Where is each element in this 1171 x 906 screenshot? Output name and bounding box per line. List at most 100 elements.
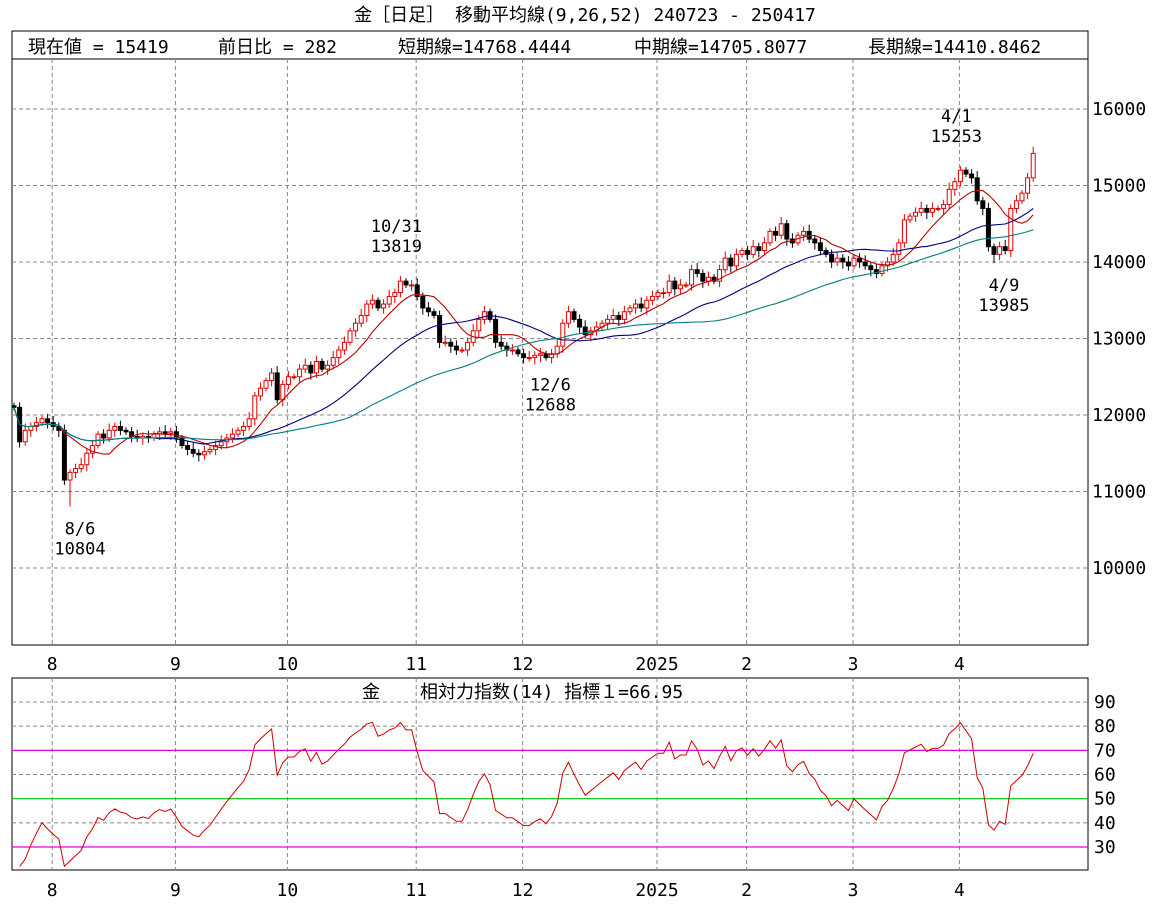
candle-up	[280, 383, 286, 401]
candle-down	[728, 257, 734, 267]
candle-up	[946, 188, 952, 206]
candle-up	[644, 299, 650, 309]
candle-up	[885, 261, 891, 267]
candle-up	[532, 354, 538, 359]
candle-up	[896, 242, 902, 255]
rsi-y-tick-label: 30	[1094, 837, 1116, 858]
candle-up	[739, 250, 745, 255]
candle-up	[257, 387, 263, 397]
candle-down	[845, 261, 851, 267]
candle-up	[761, 242, 767, 252]
candle-down	[571, 311, 577, 320]
candle-down	[963, 169, 969, 175]
candle-up	[952, 181, 958, 190]
candle-up	[106, 429, 112, 439]
candle-down	[437, 315, 443, 343]
rsi-y-tick-label: 80	[1094, 716, 1116, 737]
candle-up	[907, 215, 913, 221]
y-tick-label: 12000	[1092, 405, 1146, 426]
candle-down	[1002, 246, 1008, 252]
candle-down	[498, 341, 504, 347]
rsi-x-month-label: 4	[954, 880, 965, 901]
candle-up	[246, 418, 252, 427]
candle-down	[521, 353, 527, 359]
annotation-value: 13985	[978, 296, 1029, 316]
candle-down	[969, 173, 975, 179]
rsi-label: 相対力指数(14) 指標１=66.95	[420, 682, 683, 703]
candle-up	[705, 276, 711, 282]
candle-down	[543, 353, 549, 359]
candle-down	[403, 280, 409, 286]
candle-up	[610, 315, 616, 320]
candle-up	[1019, 192, 1025, 202]
candle-up	[207, 448, 213, 453]
candle-down	[196, 452, 202, 456]
annotation-value: 13819	[371, 237, 422, 257]
candle-down	[11, 405, 17, 408]
x-month-label: 2	[741, 654, 752, 675]
x-month-label: 10	[277, 654, 299, 675]
candle-up	[677, 284, 683, 290]
candle-up	[263, 380, 269, 389]
candle-down	[493, 318, 499, 343]
candle-up	[229, 433, 235, 439]
candle-up	[89, 445, 95, 454]
candle-up	[358, 315, 364, 324]
candle-up	[168, 431, 174, 434]
candle-down	[924, 207, 930, 213]
candle-up	[560, 322, 566, 347]
rsi-panel-frame	[11, 677, 1089, 871]
candle-down	[840, 257, 846, 263]
candle-up	[481, 311, 487, 320]
rsi-x-month-label: 10	[277, 880, 299, 901]
candle-up	[879, 265, 885, 274]
rsi-symbol: 金	[362, 682, 380, 703]
candle-up	[313, 360, 319, 374]
rsi-x-month-label: 2	[741, 880, 752, 901]
candle-up	[901, 219, 907, 244]
candle-down	[61, 429, 67, 481]
candle-up	[918, 207, 924, 213]
x-month-label: 3	[848, 654, 859, 675]
candle-up	[733, 253, 739, 267]
candle-down	[420, 295, 426, 309]
candle-up	[297, 368, 303, 378]
candle-up	[336, 349, 342, 359]
candle-up	[935, 207, 941, 210]
annotation-value: 12688	[525, 395, 576, 415]
mid-ma-value: 中期線=14705.8077	[634, 37, 807, 58]
candle-up	[621, 311, 627, 320]
candle-up	[476, 318, 482, 332]
rsi-y-tick-label: 90	[1094, 692, 1116, 713]
y-tick-label: 11000	[1092, 482, 1146, 503]
candle-up	[537, 353, 543, 356]
candle-down	[812, 238, 818, 244]
candle-up	[218, 441, 224, 447]
candle-up	[22, 429, 28, 443]
candle-up	[997, 246, 1003, 255]
candle-down	[577, 318, 583, 328]
candle-down	[974, 177, 980, 202]
candle-down	[829, 253, 835, 263]
candle-up	[929, 207, 935, 213]
candle-down	[117, 425, 123, 431]
candle-down	[700, 272, 706, 282]
candle-down	[773, 230, 779, 236]
x-month-label: 8	[47, 654, 58, 675]
price-panel-frame	[11, 58, 1089, 646]
candle-down	[672, 280, 678, 290]
rsi-y-tick-label: 70	[1094, 740, 1116, 761]
candle-up	[750, 246, 756, 255]
candle-down	[319, 360, 325, 370]
ma-line-26	[13, 208, 1034, 445]
candle-down	[638, 303, 644, 309]
candle-up	[767, 230, 773, 244]
candle-up	[67, 471, 73, 481]
candle-up	[392, 292, 398, 297]
candle-up	[957, 169, 963, 183]
candle-up	[364, 303, 370, 317]
candle-up	[1030, 152, 1036, 179]
candle-up	[112, 425, 118, 431]
candle-up	[890, 253, 896, 263]
candle-down	[123, 429, 129, 433]
